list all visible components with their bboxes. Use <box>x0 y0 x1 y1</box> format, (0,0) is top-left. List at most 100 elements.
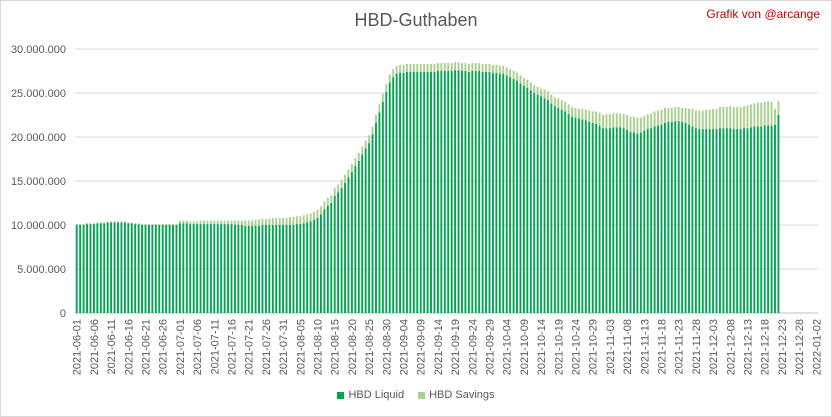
bar-hbd-liquid <box>736 129 739 313</box>
bar-hbd-savings <box>137 223 140 225</box>
bar-hbd-liquid <box>457 70 460 314</box>
bar-hbd-savings <box>461 63 463 71</box>
bar-hbd-savings <box>698 110 701 130</box>
bar-hbd-savings <box>416 63 419 72</box>
x-axis: 2021-06-01 2021-06-06 2021-06-11 2021-06-16… <box>72 319 824 375</box>
bar-hbd-liquid <box>337 192 340 313</box>
bar-hbd-savings <box>110 221 113 223</box>
bar-hbd-savings <box>498 65 501 74</box>
bar-hbd-savings <box>605 114 608 129</box>
bar-hbd-liquid <box>230 224 233 313</box>
x-tick-label: 2021-09-29 <box>484 319 496 375</box>
bar-hbd-liquid <box>667 122 670 313</box>
y-tick-label: 5.000.000 <box>17 264 66 276</box>
bar-hbd-liquid <box>158 225 161 313</box>
x-tick-label: 2021-07-01 <box>175 319 187 375</box>
x-tick-label: 2021-11-18 <box>656 319 668 374</box>
bar-hbd-savings <box>770 101 773 126</box>
bar-hbd-liquid <box>258 225 260 313</box>
bar-hbd-savings <box>399 64 402 73</box>
x-tick-label: 2021-08-30 <box>381 319 393 375</box>
x-tick-label: 2021-11-03 <box>605 319 617 374</box>
bar-hbd-liquid <box>547 100 549 313</box>
bar-hbd-liquid <box>227 224 230 313</box>
x-tick-label: 2021-07-16 <box>227 319 239 375</box>
bar-hbd-savings <box>533 85 536 93</box>
bar-hbd-liquid <box>622 128 625 313</box>
x-tick-label: 2021-11-13 <box>639 319 651 374</box>
bar-hbd-savings <box>547 91 549 101</box>
bar-hbd-liquid <box>172 225 174 313</box>
bar-hbd-liquid <box>701 129 704 313</box>
bar-hbd-liquid <box>522 85 525 314</box>
bar-hbd-liquid <box>588 122 591 313</box>
x-tick-label: 2021-06-21 <box>141 319 153 375</box>
bar-hbd-savings <box>505 67 508 76</box>
bar-hbd-savings <box>175 224 178 225</box>
bar-hbd-savings <box>715 108 718 130</box>
bar-hbd-savings <box>743 106 745 129</box>
bar-hbd-liquid <box>646 129 649 313</box>
bar-hbd-savings <box>151 224 154 225</box>
x-tick-label: 2021-06-16 <box>123 319 135 375</box>
x-tick-label: 2021-09-19 <box>450 319 462 375</box>
bar-hbd-liquid <box>447 71 450 313</box>
bar-hbd-savings <box>430 63 432 72</box>
bar-hbd-liquid <box>357 160 360 313</box>
bar-hbd-savings <box>567 104 570 115</box>
x-tick-label: 2021-12-03 <box>708 319 720 375</box>
x-tick-label: 2021-10-14 <box>536 319 548 375</box>
bar-hbd-liquid <box>134 224 137 313</box>
bar-hbd-liquid <box>399 72 402 313</box>
x-tick-label: 2022-01-02 <box>811 319 823 375</box>
bar-hbd-savings <box>123 221 126 223</box>
bar-hbd-liquid <box>144 225 147 313</box>
bar-hbd-liquid <box>605 128 608 313</box>
bar-hbd-liquid <box>371 134 374 313</box>
bar-hbd-liquid <box>141 225 144 313</box>
bar-hbd-liquid <box>436 71 439 313</box>
bar-hbd-savings <box>323 201 326 210</box>
bar-hbd-liquid <box>688 124 690 314</box>
bar-hbd-liquid <box>192 224 195 313</box>
bar-hbd-savings <box>92 223 95 225</box>
bar-hbd-liquid <box>405 71 408 313</box>
bar-hbd-liquid <box>498 73 501 313</box>
bar-hbd-liquid <box>591 122 594 313</box>
bar-hbd-savings <box>254 219 257 226</box>
bar-hbd-liquid <box>746 128 749 313</box>
bar-hbd-liquid <box>185 223 188 313</box>
bar-hbd-liquid <box>725 128 728 313</box>
x-tick-label: 2021-06-11 <box>106 319 118 374</box>
bar-hbd-savings <box>96 222 99 224</box>
bar-hbd-liquid <box>426 71 429 313</box>
bar-hbd-savings <box>127 222 130 224</box>
bar-hbd-savings <box>564 101 567 112</box>
bar-hbd-liquid <box>509 77 512 313</box>
bar-hbd-liquid <box>681 122 684 313</box>
bar-hbd-savings <box>581 108 584 120</box>
bar-hbd-savings <box>223 220 226 225</box>
bar-hbd-liquid <box>719 128 721 313</box>
bar-hbd-savings <box>708 109 711 130</box>
x-tick-label: 2021-12-23 <box>777 319 789 375</box>
bar-hbd-savings <box>732 107 735 130</box>
bar-hbd-liquid <box>536 94 539 313</box>
bar-hbd-liquid <box>234 225 236 313</box>
bar-hbd-savings <box>423 63 426 72</box>
bar-hbd-savings <box>89 223 92 225</box>
bar-hbd-liquid <box>117 222 119 313</box>
bar-hbd-savings <box>612 113 615 128</box>
bar-hbd-savings <box>725 107 728 129</box>
bar-hbd-savings <box>337 184 340 193</box>
bar-hbd-savings <box>258 219 260 226</box>
bar-hbd-savings <box>653 111 656 127</box>
bar-hbd-savings <box>357 152 360 161</box>
bar-hbd-liquid <box>643 130 646 313</box>
bar-hbd-savings <box>203 220 205 225</box>
bar-hbd-savings <box>244 220 247 226</box>
bar-hbd-liquid <box>560 109 563 313</box>
bar-hbd-savings <box>454 62 457 71</box>
bar-hbd-liquid <box>344 182 346 313</box>
legend-item-savings: HBD Savings <box>418 389 495 401</box>
